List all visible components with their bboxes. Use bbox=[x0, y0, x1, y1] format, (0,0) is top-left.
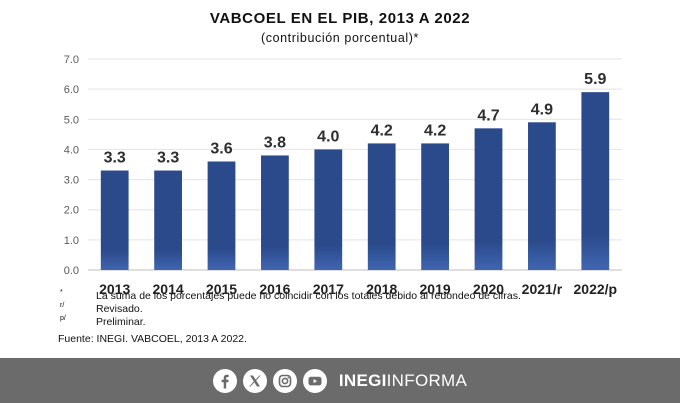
footnote-mark: p/ bbox=[60, 314, 66, 322]
x-tick-label: 2017 bbox=[313, 281, 344, 297]
footnote-text: Revisado. bbox=[96, 302, 143, 315]
inegi-informa-logo: INEGIINFORMA bbox=[339, 371, 467, 391]
data-label: 4.9 bbox=[531, 101, 553, 118]
data-label: 5.9 bbox=[584, 71, 606, 88]
facebook-icon bbox=[221, 374, 229, 388]
bar-2022/p bbox=[581, 92, 610, 271]
bar-2013 bbox=[100, 170, 129, 270]
footnote-mark: * bbox=[60, 289, 63, 296]
y-tick-label: 4.0 bbox=[64, 144, 79, 156]
data-label: 4.2 bbox=[371, 122, 393, 139]
y-tick-label: 1.0 bbox=[64, 235, 79, 247]
x-tick-label: 2020 bbox=[473, 281, 504, 297]
footnote-text: Preliminar. bbox=[96, 315, 146, 328]
y-tick-label: 7.0 bbox=[64, 54, 79, 66]
bar-2016 bbox=[261, 155, 289, 270]
bar-2019 bbox=[421, 143, 449, 270]
footer-bar: INEGIINFORMA bbox=[0, 358, 680, 403]
bar-2021/r bbox=[528, 122, 556, 270]
instagram-icon bbox=[278, 374, 292, 387]
data-label: 4.7 bbox=[477, 107, 499, 124]
data-label: 4.2 bbox=[424, 122, 446, 139]
x-tick-label: 2016 bbox=[259, 281, 290, 297]
youtube-icon bbox=[308, 376, 322, 385]
bar-2020 bbox=[474, 128, 503, 270]
y-tick-label: 0.0 bbox=[64, 265, 79, 277]
footnote-mark: r/ bbox=[60, 301, 65, 309]
chart-subtitle: (contribución porcentual)* bbox=[260, 31, 420, 45]
x-tick-label: 2014 bbox=[153, 281, 184, 297]
x-tick-label: 2013 bbox=[99, 281, 130, 297]
x-tick-label: 2018 bbox=[366, 281, 397, 297]
data-label: 4.0 bbox=[317, 128, 339, 145]
y-tick-label: 5.0 bbox=[64, 114, 79, 126]
data-label: 3.3 bbox=[104, 150, 126, 167]
y-tick-label: 2.0 bbox=[64, 205, 79, 217]
x-tick-label: 2015 bbox=[206, 281, 237, 297]
chart-title: VABCOEL EN EL PIB, 2013 A 2022 bbox=[209, 10, 471, 27]
x-icon bbox=[249, 375, 261, 386]
bar-2017 bbox=[314, 149, 343, 270]
y-tick-label: 3.0 bbox=[64, 175, 79, 187]
facebook-link[interactable] bbox=[212, 368, 237, 393]
youtube-link[interactable] bbox=[302, 368, 327, 393]
x-tick-label: 2022/p bbox=[574, 281, 618, 297]
instagram-link[interactable] bbox=[272, 368, 297, 393]
bar-2015 bbox=[207, 161, 236, 270]
brand-light: INFORMA bbox=[386, 370, 468, 390]
brand-bold: INEGI bbox=[338, 370, 387, 390]
x-tick-label: 2019 bbox=[420, 281, 451, 297]
data-label: 3.3 bbox=[157, 150, 179, 167]
source-note: Fuente: INEGI. VABCOEL, 2013 A 2022. bbox=[58, 333, 247, 345]
footnote-text: La suma de los porcentajes puede no coin… bbox=[96, 290, 521, 302]
data-label: 3.8 bbox=[264, 134, 286, 151]
x-tick-label: 2021/r bbox=[522, 281, 563, 297]
bar-2018 bbox=[367, 143, 396, 270]
bar-chart: 0.0 1.0 2.0 3.0 4.0 5.0 6.0 7.0 3.3 2013 3.3 2014 3.… bbox=[64, 54, 622, 297]
y-tick-label: 6.0 bbox=[64, 84, 79, 96]
bar-2014 bbox=[154, 170, 182, 270]
x-link[interactable] bbox=[242, 368, 267, 393]
data-label: 3.6 bbox=[210, 140, 232, 157]
